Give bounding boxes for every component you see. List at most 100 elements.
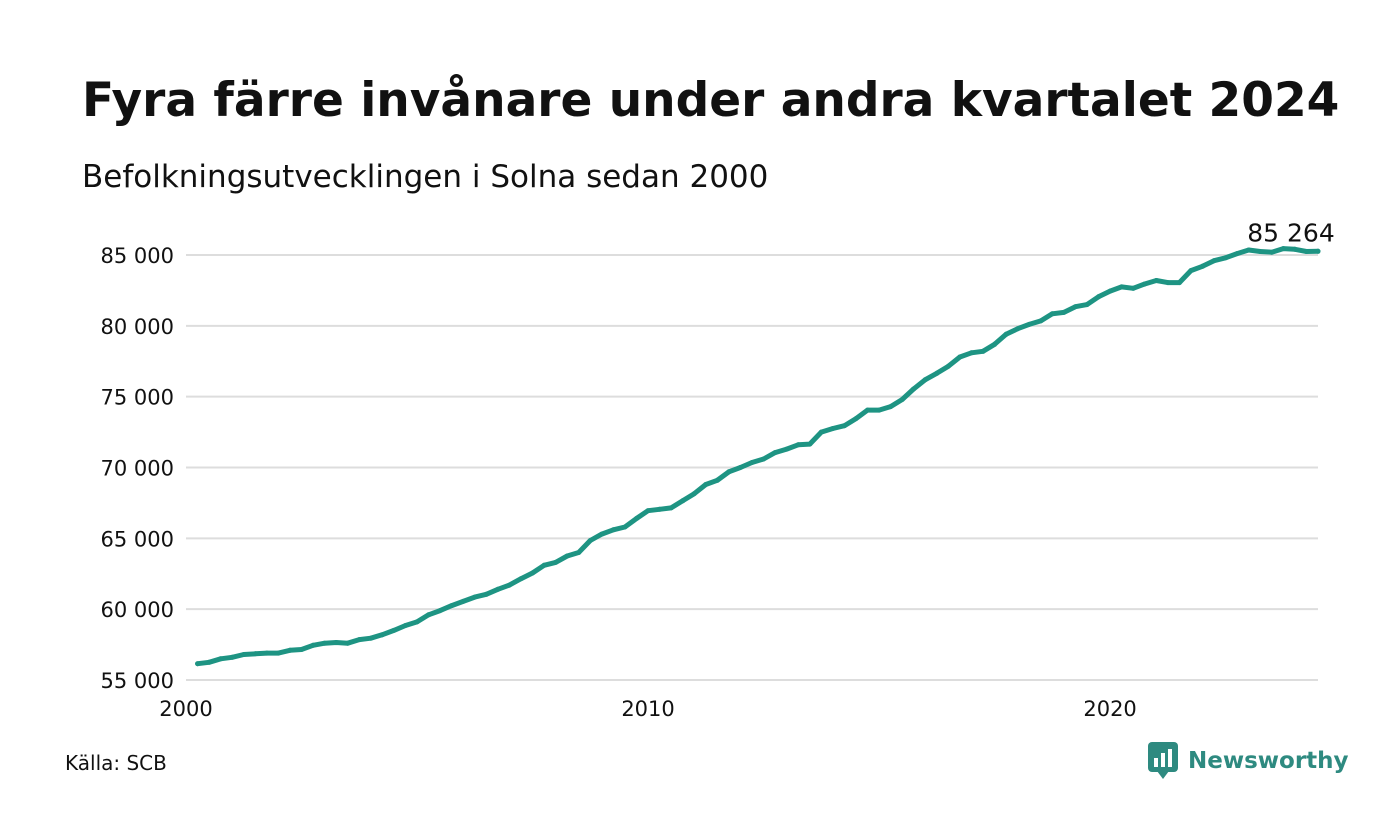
data-point [680,498,686,504]
y-tick-label: 55 000 [101,669,174,693]
data-point [865,407,870,413]
end-label-layer: 85 264 [1247,218,1334,247]
data-point [587,538,593,543]
y-tick-label: 60 000 [101,598,174,622]
data-point [1096,294,1101,300]
data-point [1142,281,1148,287]
chart-subtitle: Befolkningsutvecklingen i Solna sedan 20… [82,159,769,195]
y-tick-label: 70 000 [101,457,174,481]
newsworthy-logo-icon [1148,742,1178,779]
data-point [992,341,998,347]
data-point [275,650,281,656]
data-point [1200,263,1205,269]
data-point [1165,280,1171,286]
data-point [229,654,235,660]
data-point [1061,309,1067,315]
data-point [1292,246,1298,252]
data-point [841,423,847,429]
data-point [206,659,212,665]
chart-title: Fyra färre invånare under andra kvartale… [82,73,1340,128]
data-point [714,477,720,483]
data-point [1315,248,1321,254]
data-point [218,656,224,662]
data-point [472,594,478,600]
data-point [772,450,778,456]
data-point [1119,284,1125,290]
data-point [1130,285,1136,291]
data-point [1015,326,1021,332]
data-point [1107,288,1113,294]
x-tick-label: 2010 [621,697,674,721]
y-axis-ticks: 55 000 60 000 65 000 70 000 75 000 80 000 85 0… [101,244,174,693]
source-note: Källa: SCB [65,751,167,775]
data-point [749,460,755,465]
y-tick-label: 85 000 [101,244,174,268]
data-point [1049,311,1055,317]
data-point [645,508,651,514]
data-point [899,397,905,402]
data-point [876,407,882,413]
data-point [287,647,293,653]
data-point [945,363,951,369]
data-point [564,553,570,559]
data-point [703,482,709,487]
data-point [668,505,674,511]
y-tick-label: 75 000 [101,386,174,410]
data-point [391,627,397,633]
x-axis-ticks: 2000 2010 2020 [159,697,1137,721]
data-point [414,619,420,625]
data-point [610,527,616,533]
data-point [483,591,489,597]
data-point [934,370,940,376]
data-point [1269,249,1275,255]
data-point [969,350,974,356]
data-point [911,386,917,392]
y-tick-label: 80 000 [101,315,174,339]
data-point [737,465,743,470]
data-point [541,562,547,568]
data-point [1223,255,1229,261]
data-point [345,640,351,646]
data-point [1038,318,1044,324]
data-point [437,608,443,614]
data-point [795,442,801,448]
data-point [691,491,697,497]
data-point [922,377,928,383]
data-point [241,652,247,657]
data-point [322,640,328,646]
data-point [980,348,986,354]
data-point [1003,331,1009,337]
end-value-label: 85 264 [1247,218,1334,247]
data-point [264,650,270,656]
brand-name: Newsworthy [1188,748,1349,774]
x-tick-label: 2020 [1083,697,1136,721]
data-point [356,637,362,643]
data-point [576,550,582,555]
y-tick-label: 65 000 [101,527,174,551]
data-point [622,524,628,530]
data-point [888,404,894,410]
data-point [1303,249,1309,254]
data-point [830,426,836,431]
data-point [426,612,432,618]
data-point [310,642,316,648]
data-point [530,570,535,576]
data-point [634,516,639,521]
series-line [195,246,1321,667]
data-point [333,640,339,645]
data-point [1176,280,1182,286]
data-point [299,647,304,652]
data-point [195,661,201,667]
data-point [1280,246,1286,252]
x-tick-label: 2000 [159,697,212,721]
data-point [403,623,408,628]
data-point [807,441,813,447]
data-point [1188,268,1194,274]
data-point [599,531,605,537]
data-point [1026,321,1032,327]
data-point [1234,251,1240,257]
data-point [368,635,374,641]
data-point [1084,302,1090,308]
